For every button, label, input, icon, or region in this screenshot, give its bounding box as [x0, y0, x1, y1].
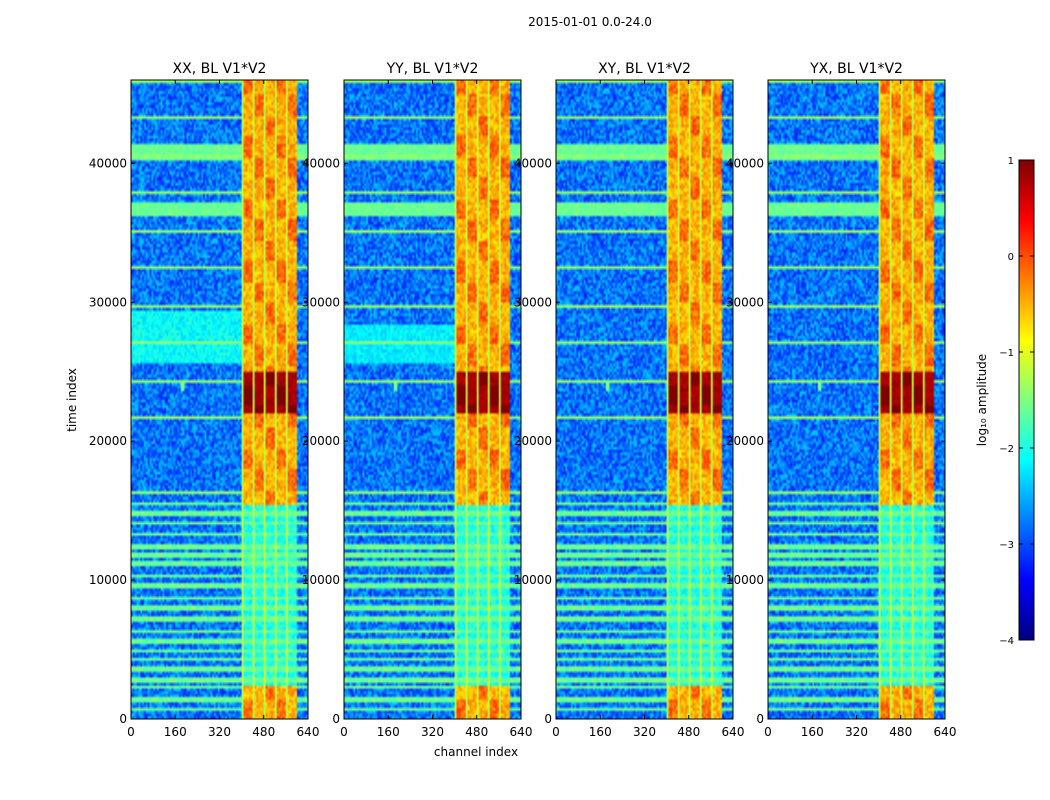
y-tick-label: 40000: [726, 156, 764, 170]
x-tick-label: 160: [589, 725, 612, 739]
panel-xx: XX, BL V1*V2 0 160 320 480 640 0 10000 20000 3000…: [89, 61, 320, 739]
panel-yx: YX, BL V1*V2 0 160 320 480 640 0 10000 20000 3000…: [726, 61, 957, 739]
x-tick-label: 640: [297, 725, 320, 739]
y-tick-label: 30000: [726, 295, 764, 309]
y-tick-label: 20000: [514, 434, 552, 448]
colorbar: 1 0 −1 −2 −3 −4: [999, 156, 1035, 647]
x-tick-label: 320: [633, 725, 656, 739]
x-tick-label: 320: [845, 725, 868, 739]
x-tick-label: 640: [722, 725, 745, 739]
heatmap-image-yy: [344, 80, 521, 719]
y-tick-label: 40000: [89, 156, 127, 170]
x-tick-label: 160: [801, 725, 824, 739]
colorbar-tick-label: −3: [999, 540, 1014, 551]
x-tick-label: 160: [377, 725, 400, 739]
x-tick-label: 320: [421, 725, 444, 739]
heatmap-image-xy: [556, 80, 733, 719]
panel-xy: XY, BL V1*V2 0 160 320 480 640 0 10000 20000 3000…: [514, 61, 745, 739]
y-tick-label: 10000: [302, 573, 340, 587]
x-tick-label: 0: [340, 725, 348, 739]
y-tick-label: 0: [119, 712, 127, 726]
y-axis-label: time index: [65, 368, 79, 432]
y-tick-label: 20000: [302, 434, 340, 448]
x-tick-label: 0: [127, 725, 135, 739]
x-axis-label: channel index: [434, 745, 518, 759]
y-tick-label: 0: [332, 712, 340, 726]
heatmap-image-xx: [131, 80, 308, 719]
x-tick-label: 640: [934, 725, 957, 739]
y-tick-label: 0: [544, 712, 552, 726]
panel-title: XY, BL V1*V2: [598, 61, 691, 77]
y-tick-label: 40000: [302, 156, 340, 170]
x-tick-label: 480: [465, 725, 488, 739]
y-tick-label: 30000: [302, 295, 340, 309]
y-tick-label: 10000: [726, 573, 764, 587]
colorbar-tick-label: −2: [999, 444, 1014, 455]
x-tick-label: 0: [764, 725, 772, 739]
x-tick-label: 480: [252, 725, 275, 739]
y-tick-label: 20000: [726, 434, 764, 448]
y-tick-label: 10000: [514, 573, 552, 587]
colorbar-tick-label: 0: [1008, 252, 1014, 263]
y-tick-label: 0: [756, 712, 764, 726]
colorbar-label: log₁₀ amplitude: [975, 354, 989, 446]
colorbar-tick-label: −4: [999, 636, 1014, 647]
y-tick-label: 20000: [89, 434, 127, 448]
heatmap-panels: XX, BL V1*V2 0 160 320 480 640 0 10000 20000 3000…: [89, 61, 957, 739]
colorbar-tick-label: 1: [1008, 156, 1014, 167]
figure-suptitle: 2015-01-01 0.0-24.0: [528, 15, 652, 29]
panel-yy: YY, BL V1*V2 0 160 320 480 640 0 10000 20000 3000…: [302, 61, 533, 739]
y-tick-label: 30000: [89, 295, 127, 309]
x-tick-label: 480: [889, 725, 912, 739]
x-tick-label: 320: [208, 725, 231, 739]
y-tick-label: 10000: [89, 573, 127, 587]
x-tick-label: 0: [552, 725, 560, 739]
y-tick-label: 30000: [514, 295, 552, 309]
panel-title: YX, BL V1*V2: [809, 61, 903, 77]
panel-title: XX, BL V1*V2: [173, 61, 267, 77]
panel-title: YY, BL V1*V2: [386, 61, 479, 77]
x-tick-label: 640: [510, 725, 533, 739]
heatmap-image-yx: [768, 80, 945, 719]
x-tick-label: 480: [677, 725, 700, 739]
y-tick-label: 40000: [514, 156, 552, 170]
colorbar-gradient: [1018, 159, 1035, 641]
colorbar-tick-label: −1: [999, 348, 1014, 359]
x-tick-label: 160: [164, 725, 187, 739]
